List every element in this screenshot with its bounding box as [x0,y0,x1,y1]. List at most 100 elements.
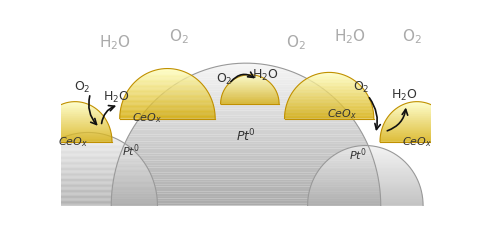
Polygon shape [291,94,367,95]
Polygon shape [389,114,444,115]
Polygon shape [115,170,377,172]
Polygon shape [308,202,423,203]
Polygon shape [137,79,198,80]
Polygon shape [145,108,347,111]
Polygon shape [41,124,108,125]
Polygon shape [285,114,373,115]
Polygon shape [120,117,215,118]
Polygon shape [300,83,359,84]
Polygon shape [221,97,278,98]
Text: Pt$^0$: Pt$^0$ [236,127,256,144]
Polygon shape [35,158,142,159]
Polygon shape [287,103,372,104]
Polygon shape [221,63,271,66]
Polygon shape [114,177,378,179]
Polygon shape [111,201,381,203]
Polygon shape [67,135,110,136]
Polygon shape [112,189,380,191]
Polygon shape [398,106,435,107]
Polygon shape [309,194,422,195]
Polygon shape [318,170,413,172]
Polygon shape [308,200,423,201]
Polygon shape [19,202,157,203]
Polygon shape [58,139,119,140]
Polygon shape [285,112,373,113]
Polygon shape [124,97,211,98]
Polygon shape [29,167,147,168]
Polygon shape [381,130,453,131]
Polygon shape [155,69,180,70]
Polygon shape [27,169,149,170]
Polygon shape [294,89,364,90]
Text: H$_2$O: H$_2$O [103,89,130,105]
Polygon shape [37,154,139,156]
Polygon shape [309,195,422,196]
Polygon shape [60,104,90,105]
Polygon shape [327,160,404,161]
Polygon shape [179,80,313,82]
Polygon shape [150,71,185,72]
Polygon shape [24,176,152,178]
Polygon shape [308,197,422,198]
Polygon shape [140,115,352,118]
Polygon shape [350,146,380,148]
Polygon shape [319,169,411,170]
Polygon shape [19,201,157,202]
Polygon shape [309,193,422,194]
Polygon shape [111,196,381,198]
Polygon shape [300,82,358,83]
Polygon shape [21,185,155,186]
Polygon shape [46,117,105,118]
Text: O$_2$: O$_2$ [216,72,233,87]
Polygon shape [322,166,409,167]
Polygon shape [48,114,103,115]
Polygon shape [183,77,309,80]
Polygon shape [289,98,370,99]
Polygon shape [118,161,374,163]
Polygon shape [127,91,208,92]
Polygon shape [396,108,438,109]
Polygon shape [386,119,448,120]
Polygon shape [141,76,194,77]
Polygon shape [122,102,213,103]
Polygon shape [328,158,402,160]
Text: CeO$_x$: CeO$_x$ [402,135,432,149]
Text: H$_2$O: H$_2$O [252,68,278,83]
Polygon shape [159,94,333,96]
Polygon shape [332,155,399,157]
Polygon shape [120,115,215,116]
Polygon shape [32,162,144,163]
Polygon shape [222,94,277,95]
Polygon shape [228,83,271,84]
Polygon shape [135,122,357,125]
Polygon shape [56,107,95,108]
Polygon shape [38,139,112,140]
Polygon shape [148,72,187,73]
Polygon shape [118,158,374,161]
Polygon shape [226,86,274,87]
Polygon shape [41,126,109,127]
Polygon shape [119,156,373,158]
Text: Pt$^0$: Pt$^0$ [122,143,139,159]
Polygon shape [120,114,215,115]
Polygon shape [348,148,384,149]
Polygon shape [222,93,277,94]
Polygon shape [28,168,148,169]
Polygon shape [335,154,396,155]
Polygon shape [122,146,370,149]
Polygon shape [331,157,400,158]
Polygon shape [129,88,206,89]
Polygon shape [125,94,210,95]
Polygon shape [120,112,215,113]
Polygon shape [122,101,213,102]
Polygon shape [307,78,351,79]
Polygon shape [53,109,97,110]
Polygon shape [212,66,280,68]
Polygon shape [295,88,364,89]
Polygon shape [388,116,446,117]
Polygon shape [380,135,454,136]
Polygon shape [382,127,452,128]
Polygon shape [310,76,348,77]
Polygon shape [162,92,330,94]
Polygon shape [39,131,111,132]
